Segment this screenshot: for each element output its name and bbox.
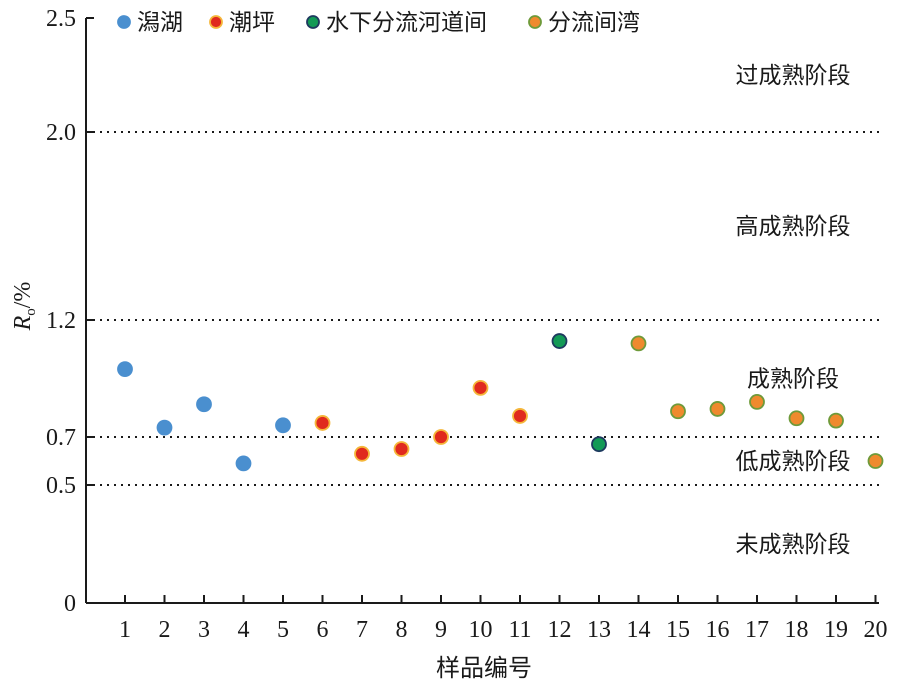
legend-label: 潟湖: [137, 10, 183, 36]
legend-marker: [117, 15, 131, 29]
y-title-unit: /%: [10, 282, 36, 309]
legend-label: 潮坪: [229, 10, 275, 36]
y-axis-ticks: 0 0.5 0.7 1.2 2.0 2.5: [46, 6, 94, 617]
x-tick-label: 8: [396, 617, 408, 643]
x-tick-label: 19: [824, 617, 848, 643]
x-tick-label: 15: [666, 617, 690, 643]
data-point: [551, 333, 568, 349]
x-tick-label: 9: [435, 617, 447, 643]
x-axis-ticks: 1 2 3 4 5 6 7 8 9 10 11 12 13 14 15 16 17 18 19 20: [119, 595, 888, 643]
y-axis-title: Ro/%: [10, 282, 39, 332]
x-tick-label: 17: [745, 617, 769, 643]
data-point: [749, 393, 765, 410]
data-point: [117, 361, 133, 378]
data-point: [354, 445, 370, 462]
data-point: [630, 335, 647, 352]
legend-marker: [528, 15, 542, 29]
axes: [85, 18, 879, 604]
x-tick-label: 13: [587, 617, 611, 643]
data-points: [117, 333, 884, 472]
data-point: [867, 453, 884, 469]
legend: 潟湖 潮坪 水下分流河道间 分流间湾: [117, 10, 640, 36]
y-tick-label: 2.0: [46, 120, 76, 146]
x-tick-label: 2: [159, 617, 171, 643]
data-point: [393, 441, 410, 457]
y-title-subscript: o: [23, 308, 39, 316]
x-tick-label: 11: [508, 617, 531, 643]
x-axis-title: 样品编号: [436, 654, 532, 682]
y-tick-label: 1.2: [46, 308, 76, 334]
data-point: [433, 429, 449, 445]
legend-marker: [306, 15, 320, 29]
x-tick-label: 6: [317, 617, 329, 643]
y-tick-label: 0.7: [46, 425, 76, 451]
data-point: [788, 410, 805, 427]
x-tick-label: 14: [627, 617, 651, 643]
x-tick-label: 10: [469, 617, 493, 643]
x-tick-label: 1: [119, 617, 131, 643]
x-tick-label: 4: [238, 617, 250, 643]
x-tick-label: 18: [785, 617, 809, 643]
zone-label: 成熟阶段: [747, 367, 839, 393]
data-point: [156, 419, 173, 436]
data-point: [196, 396, 212, 413]
x-tick-label: 7: [356, 617, 368, 643]
y-tick-label: 0: [64, 591, 76, 617]
zone-label: 低成熟阶段: [736, 449, 851, 475]
data-point: [670, 403, 686, 420]
data-point: [275, 417, 291, 434]
y-title-symbol: R: [10, 315, 36, 331]
data-point: [512, 408, 528, 424]
zone-label: 过成熟阶段: [736, 63, 851, 89]
zone-label: 高成熟阶段: [736, 214, 851, 240]
x-tick-label: 16: [706, 617, 730, 643]
data-point: [709, 401, 726, 417]
data-point: [472, 379, 489, 396]
zone-label: 未成熟阶段: [736, 532, 851, 558]
legend-label: 水下分流河道间: [326, 10, 487, 36]
legend-marker: [209, 15, 223, 29]
x-tick-label: 20: [864, 617, 888, 643]
data-point: [235, 455, 252, 472]
data-point: [591, 436, 607, 453]
x-tick-label: 3: [198, 617, 210, 643]
legend-label: 分流间湾: [548, 10, 640, 36]
y-tick-label: 0.5: [46, 473, 76, 499]
x-tick-label: 5: [277, 617, 289, 643]
data-point: [314, 415, 331, 431]
reference-lines: [86, 131, 879, 486]
x-tick-label: 12: [548, 617, 572, 643]
y-tick-label: 2.5: [46, 6, 76, 32]
data-point: [828, 412, 844, 429]
